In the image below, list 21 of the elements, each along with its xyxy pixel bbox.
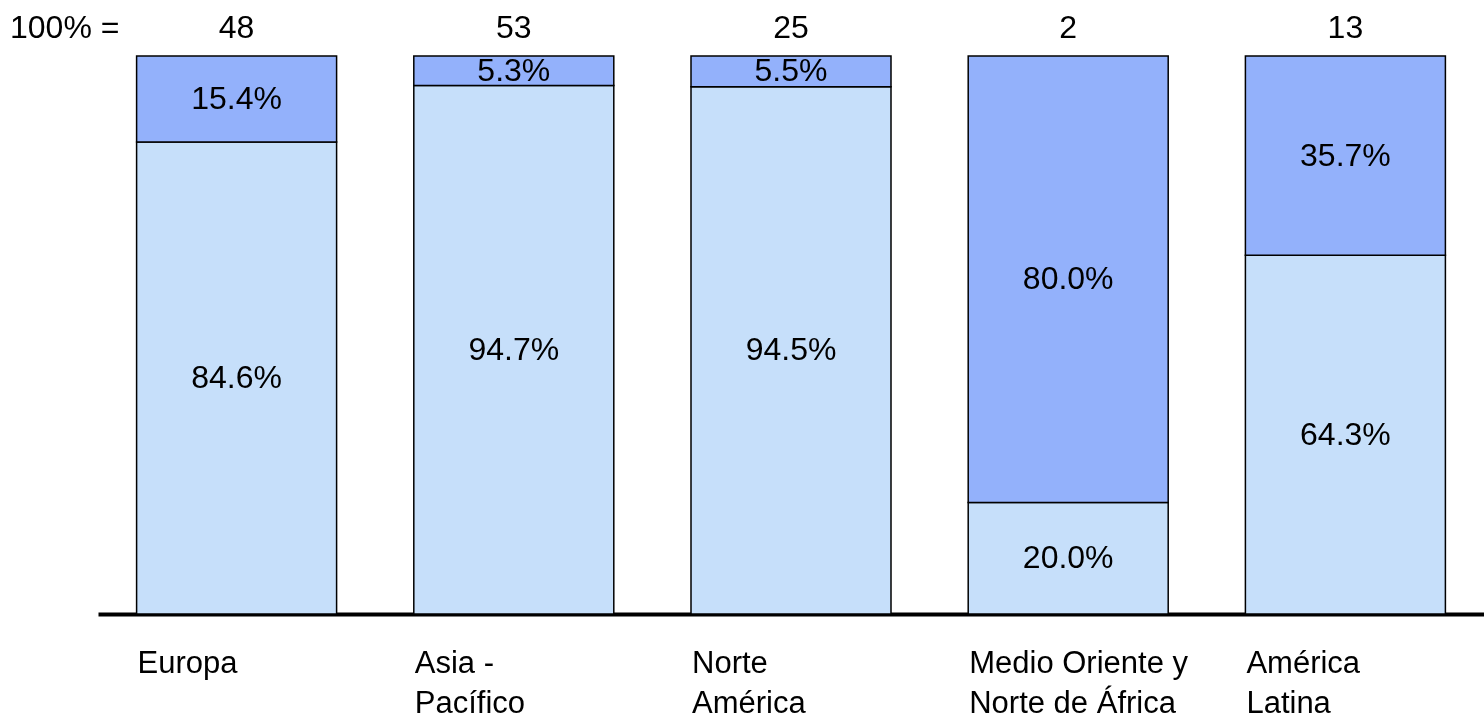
x-tick-label: Medio Oriente y Norte de África	[969, 644, 1189, 720]
data-label: 20.0%	[1022, 539, 1114, 576]
data-label: 80.0%	[1022, 260, 1114, 297]
data-label: 15.4%	[191, 79, 282, 116]
text: 53	[496, 9, 532, 45]
x-tick-label: Norte América	[692, 644, 807, 720]
data-label: 84.6%	[191, 358, 282, 395]
data-label: 5.5%	[754, 52, 828, 89]
data-label: 5.3%	[477, 51, 551, 88]
data-label: 94.5%	[745, 331, 837, 368]
data-label: 35.7%	[1300, 136, 1391, 173]
text: 48	[218, 9, 255, 45]
text: 13	[1327, 9, 1364, 45]
text: 100% =	[10, 9, 120, 45]
data-label: 64.3%	[1300, 415, 1391, 452]
data-label: 94.7%	[468, 330, 560, 367]
x-tick-label: América Latina	[1246, 644, 1361, 720]
text: 2	[1059, 9, 1078, 45]
x-tick-label: Europa	[137, 644, 239, 680]
text: 25	[773, 9, 809, 45]
x-tick-label: Asia - Pacífico	[414, 644, 526, 720]
